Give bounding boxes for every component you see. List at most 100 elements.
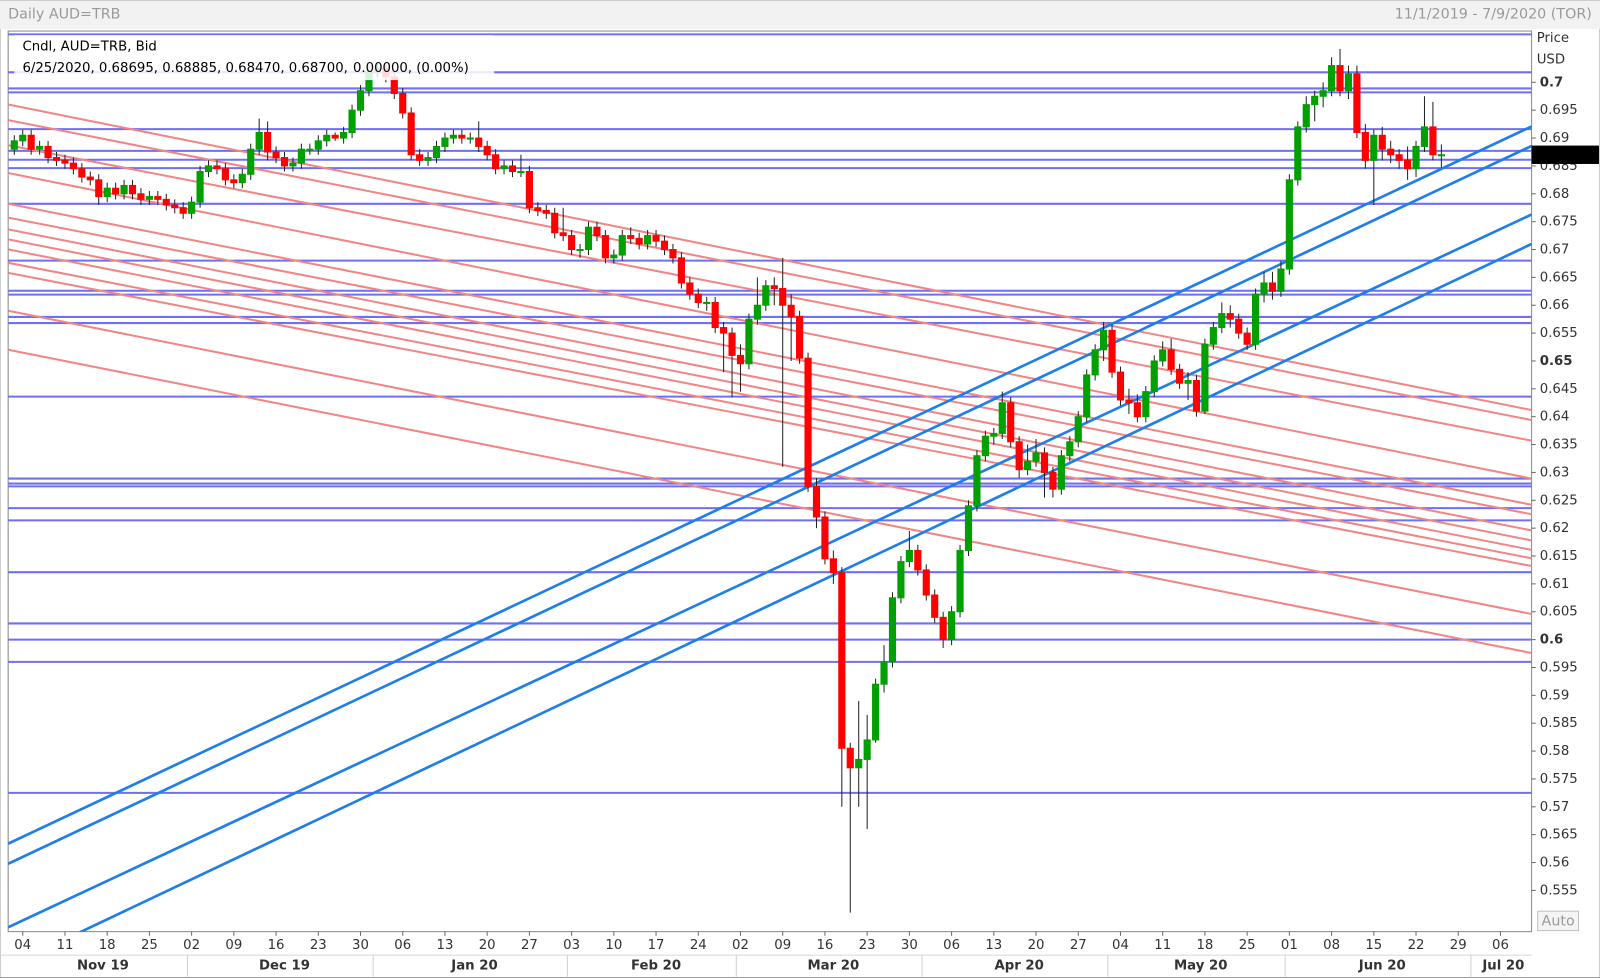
candle-body <box>188 201 196 214</box>
y-tick-label: 0.66 <box>1540 298 1570 313</box>
month-label: Mar 20 <box>807 958 859 973</box>
candle-body <box>213 165 221 170</box>
candle-body <box>238 173 246 184</box>
candle-body <box>1133 402 1141 418</box>
x-tick-label: 13 <box>437 938 454 953</box>
candle-body <box>10 140 18 150</box>
candle-body <box>517 170 525 174</box>
candle-body <box>1235 318 1243 334</box>
y-tick-label: 0.635 <box>1540 438 1578 453</box>
candle-body <box>1285 179 1293 270</box>
candle-body <box>280 157 289 167</box>
candle-body <box>787 304 795 317</box>
candle-body <box>69 162 77 170</box>
y-tick-label: 0.61 <box>1540 577 1570 592</box>
candle-body <box>500 165 508 170</box>
candle-body <box>973 455 981 507</box>
trendline <box>8 216 1532 516</box>
y-tick-label: 0.63 <box>1540 465 1570 480</box>
candle-body <box>644 235 652 245</box>
candle-body <box>1311 95 1319 106</box>
candle-body <box>1142 391 1150 418</box>
candle-body <box>230 179 238 184</box>
candle-body <box>1344 73 1353 92</box>
candle-body <box>542 209 550 214</box>
candle-body <box>593 226 601 237</box>
candle-body <box>1387 148 1395 156</box>
candle-body <box>204 165 213 173</box>
candle-body <box>1057 455 1065 490</box>
x-tick-label: 09 <box>225 938 242 953</box>
x-tick-label: 13 <box>985 938 1002 953</box>
candle-body <box>1395 154 1403 161</box>
candle-body <box>356 90 365 111</box>
x-tick-label: 04 <box>1112 938 1129 953</box>
candle-body <box>27 134 35 150</box>
x-tick-label: 27 <box>521 938 538 953</box>
candle-body <box>306 148 314 151</box>
y-tick-label: 0.595 <box>1540 660 1578 675</box>
auto-button-label[interactable]: Auto <box>1542 913 1575 929</box>
candle-body <box>1007 402 1015 443</box>
auto-button[interactable] <box>1537 910 1580 932</box>
candle-body <box>416 154 424 161</box>
y-axis-unit: USD <box>1537 53 1565 68</box>
x-tick-label: 27 <box>1070 938 1087 953</box>
y-tick-label: 0.625 <box>1540 493 1578 508</box>
y-tick-label: 0.655 <box>1540 326 1578 341</box>
candle-body <box>745 318 753 365</box>
candle-body <box>711 301 719 329</box>
candle-body <box>736 354 745 365</box>
chart-title: Daily AUD=TRB <box>8 7 120 23</box>
candle-body <box>95 179 103 198</box>
candle-body <box>458 134 466 139</box>
candle-body <box>466 137 474 140</box>
x-tick-label: 04 <box>14 938 31 953</box>
candle-body <box>804 357 812 487</box>
candle-body <box>508 165 517 173</box>
candle-body <box>1040 452 1049 473</box>
y-tick-label: 0.59 <box>1540 688 1570 703</box>
candle-body <box>686 282 694 295</box>
candle-body <box>483 145 491 156</box>
x-tick-label: 30 <box>352 938 369 953</box>
candle-body <box>1243 332 1251 345</box>
candle-body <box>829 558 837 574</box>
candle-body <box>407 112 415 156</box>
candle-body <box>1294 126 1302 181</box>
y-tick-label: 0.67 <box>1540 243 1570 258</box>
trendline <box>8 125 1532 845</box>
candle-body <box>618 235 626 256</box>
x-tick-label: 29 <box>1450 938 1467 953</box>
y-tick-label: 0.565 <box>1540 828 1578 843</box>
candle-body <box>846 747 854 769</box>
candle-body <box>677 257 685 284</box>
trendline <box>8 228 1532 532</box>
candle-body <box>19 134 27 142</box>
y-tick-label: 0.605 <box>1540 605 1578 620</box>
candle-body <box>145 196 153 200</box>
candle-body <box>52 157 61 161</box>
candle-body <box>905 549 913 563</box>
candle-body <box>694 293 702 303</box>
candle-body <box>534 207 542 212</box>
candle-body <box>998 402 1006 434</box>
trendline <box>8 348 1532 655</box>
candle-body <box>61 159 69 164</box>
candle-body <box>221 168 229 181</box>
candle-body <box>863 739 871 760</box>
candle-body <box>1150 360 1158 393</box>
candle-body <box>432 145 441 159</box>
x-tick-label: 15 <box>1365 938 1382 953</box>
candle-body <box>1336 65 1344 92</box>
candle-body <box>956 549 964 613</box>
y-tick-label: 0.56 <box>1540 856 1570 871</box>
candle-body <box>576 249 584 252</box>
candle-body <box>838 572 846 749</box>
month-label: Apr 20 <box>994 958 1043 973</box>
candle-body <box>914 549 922 571</box>
y-tick-label: 0.58 <box>1540 744 1570 759</box>
candle-body <box>855 758 863 769</box>
candle-body <box>36 145 44 150</box>
